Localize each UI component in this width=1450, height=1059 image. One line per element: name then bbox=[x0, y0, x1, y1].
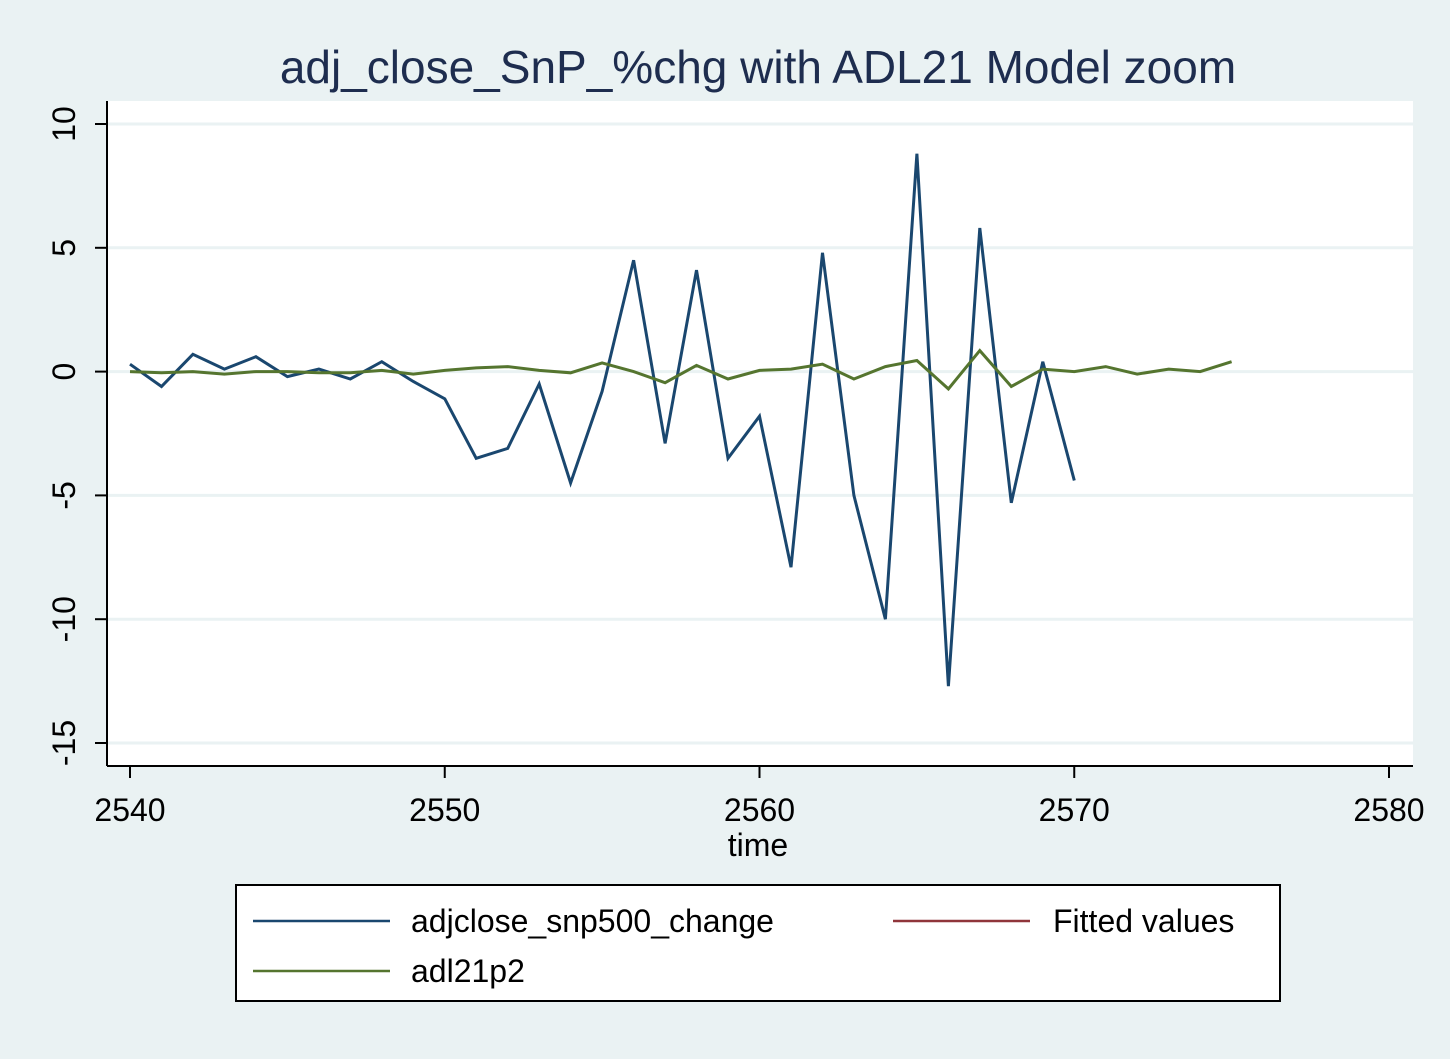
y-tick-label: -15 bbox=[46, 720, 82, 766]
legend-box bbox=[235, 884, 1281, 1002]
series-layer bbox=[129, 153, 1233, 687]
legend: adjclose_snp500_change Fitted values adl… bbox=[235, 884, 1281, 1002]
axis-ticks: 10 5 0 -5 -10 -15 2540 2550 2560 2570 2580 bbox=[46, 106, 1425, 828]
x-tick-label: 2550 bbox=[409, 792, 480, 828]
plot-area bbox=[107, 101, 1413, 766]
x-tick-label: 2560 bbox=[724, 792, 795, 828]
y-tick-label: -5 bbox=[46, 481, 82, 509]
series-line-adjclose-snp500-change bbox=[129, 153, 1076, 687]
y-tick-label: -10 bbox=[46, 596, 82, 642]
legend-label-adl21p2: adl21p2 bbox=[411, 953, 525, 989]
x-tick-label: 2540 bbox=[94, 792, 165, 828]
y-tick-label: 0 bbox=[46, 363, 82, 381]
y-tick-label: 10 bbox=[46, 106, 82, 142]
legend-label-adjclose-snp500-change: adjclose_snp500_change bbox=[411, 903, 774, 939]
legend-label-fitted-values: Fitted values bbox=[1053, 903, 1234, 939]
x-axis-label: time bbox=[728, 827, 788, 863]
chart-title: adj_close_SnP_%chg with ADL21 Model zoom bbox=[280, 41, 1236, 93]
series-line-adl21p2 bbox=[129, 348, 1233, 392]
x-tick-label: 2570 bbox=[1039, 792, 1110, 828]
x-tick-label: 2580 bbox=[1353, 792, 1424, 828]
y-tick-label: 5 bbox=[46, 239, 82, 257]
